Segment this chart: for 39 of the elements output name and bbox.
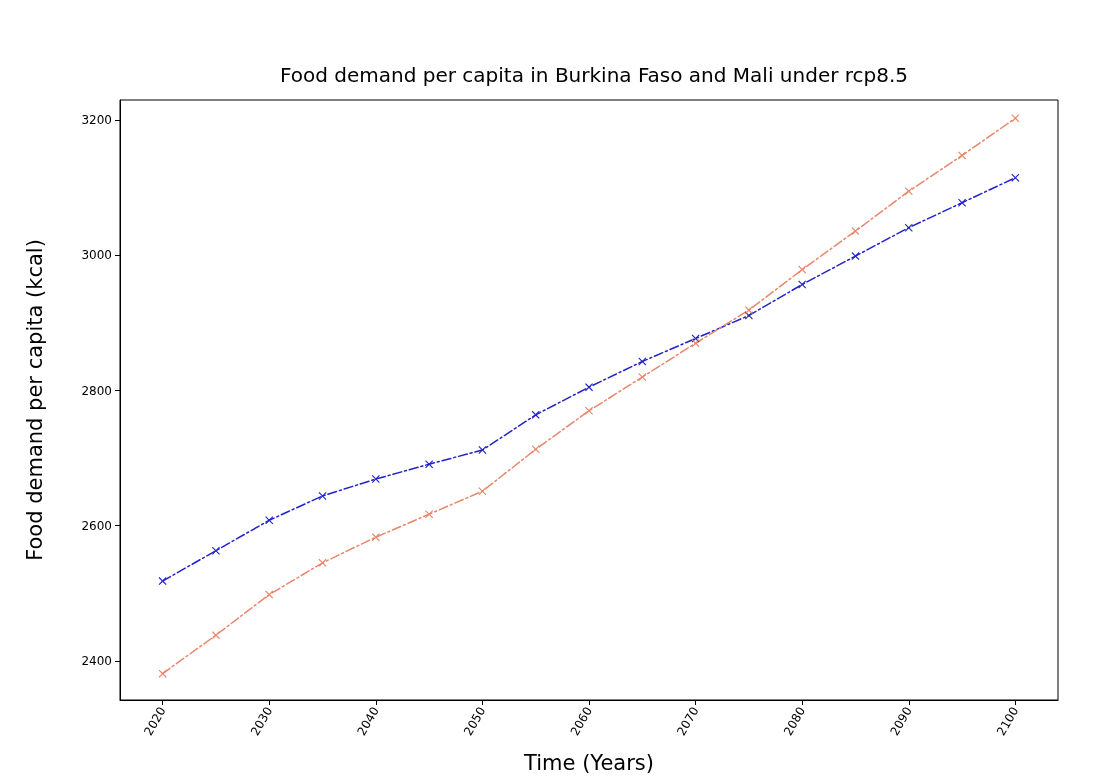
point xyxy=(318,558,327,567)
point xyxy=(265,590,274,599)
point xyxy=(211,546,220,555)
point xyxy=(638,373,647,382)
point xyxy=(904,223,913,232)
point xyxy=(478,446,487,454)
point xyxy=(371,475,380,484)
point xyxy=(531,445,540,454)
y-tick-label: 3000 xyxy=(81,248,112,263)
point xyxy=(798,280,807,289)
point xyxy=(318,491,327,500)
point xyxy=(478,487,487,496)
point xyxy=(638,357,647,366)
point xyxy=(1011,114,1020,123)
point xyxy=(744,311,753,320)
point xyxy=(958,151,967,160)
point xyxy=(158,669,167,678)
point xyxy=(691,339,700,348)
x-axis-title: Time (Years) xyxy=(523,750,654,775)
point xyxy=(158,577,167,586)
point xyxy=(958,198,967,207)
y-tick-label: 2800 xyxy=(81,383,112,398)
chart-title: Food demand per capita in Burkina Faso and Mali under rcp8.5 xyxy=(279,63,909,87)
point xyxy=(851,227,860,236)
point xyxy=(265,516,274,525)
y-axis-title: Food demand per capita (kcal) xyxy=(22,239,47,561)
point xyxy=(585,406,593,415)
point xyxy=(851,252,860,261)
point xyxy=(904,187,913,196)
point xyxy=(744,306,753,315)
y-tick-label: 3200 xyxy=(81,113,112,128)
y-tick-label: 2400 xyxy=(81,653,112,668)
y-tick-label: 2600 xyxy=(81,518,112,533)
point xyxy=(425,460,434,469)
point xyxy=(371,533,380,542)
point xyxy=(1011,173,1020,182)
point xyxy=(425,510,434,519)
point xyxy=(531,410,540,419)
point xyxy=(798,265,807,274)
